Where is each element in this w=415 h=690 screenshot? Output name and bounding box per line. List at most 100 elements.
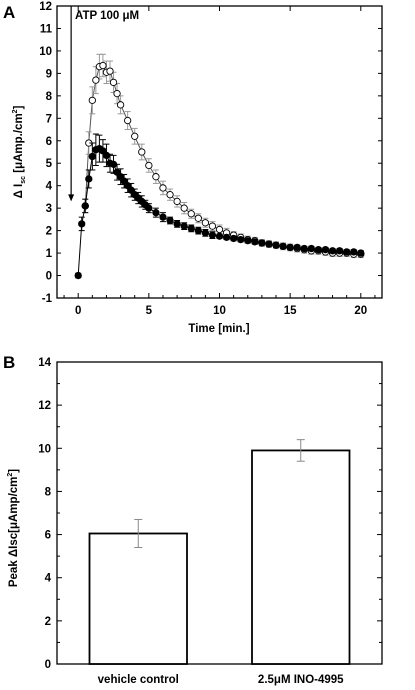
series-2-point (145, 204, 153, 212)
series-2-point (321, 246, 330, 254)
series-2-point (215, 232, 224, 240)
panel-b-y-tick-label: 6 (45, 530, 51, 542)
series-2-point (166, 216, 174, 225)
series-2-point (251, 238, 259, 246)
series-2-point (258, 239, 266, 247)
series-2-point (194, 226, 202, 235)
series-2-point (293, 243, 301, 252)
panel-a-y-tick-label: 10 (39, 46, 52, 58)
panel-a-y-tick-label: 3 (46, 203, 52, 215)
panel-a-y-tick-label: 11 (40, 23, 53, 35)
atp-arrow-head (68, 194, 75, 202)
panel-a-y-tick-label: 4 (46, 181, 53, 193)
series-2-point (300, 244, 308, 253)
panel-b-y-axis-title: Peak ΔIsc[μAmp/cm2] (7, 469, 20, 587)
panel-b-y-tick-label: 2 (45, 616, 51, 628)
series-2-point (286, 243, 294, 252)
series-1-point (131, 132, 139, 140)
series-2-point (152, 208, 160, 217)
series-2-point (102, 151, 111, 160)
panel-a-x-tick-label: 20 (354, 305, 367, 317)
series-2-point (229, 234, 238, 243)
series-2-point (328, 247, 337, 255)
series-1-point (194, 214, 202, 222)
panel-a-x-axis-title: Time [min.] (188, 323, 249, 335)
panel-b-label: B (3, 353, 15, 372)
series-2-point (350, 248, 358, 256)
series-2-point (88, 152, 96, 161)
panel-a-y-tick-label: 8 (46, 91, 53, 103)
series-2-point (74, 271, 82, 280)
panel-a-y-tick-label: 0 (46, 271, 52, 283)
series-1-point (106, 67, 114, 75)
panel-a-x-axis: 0 5 10 15 20 (63, 6, 376, 317)
atp-annotation: ATP 100 μM (68, 6, 139, 202)
series-2-point (335, 247, 344, 255)
series-1 (81, 53, 365, 259)
series-1-point (159, 184, 167, 192)
series-2-point (159, 213, 167, 221)
panel-a-x-tick-label: 10 (213, 305, 226, 317)
panel-a-x-tick-label: 5 (146, 305, 153, 317)
series-2-point (201, 229, 210, 237)
panel-b: B 0 2 4 6 8 10 12 14 vehicle control 2.5μM INO-4… (3, 353, 383, 686)
panel-a-data-series (74, 53, 365, 280)
series-2-point (78, 220, 86, 228)
series-1-point (138, 148, 146, 156)
panel-a-y-tick-label: -1 (42, 293, 53, 305)
panel-b-y-tick-label: 8 (45, 486, 52, 498)
panel-a-y-tick-label: 6 (46, 136, 52, 148)
panel-a-y-tick-label: 1 (46, 248, 53, 260)
series-1-point (109, 78, 118, 87)
series-1-point (113, 89, 121, 98)
series-2-line (77, 148, 361, 276)
series-1-point (187, 210, 195, 218)
series-1-point (180, 204, 188, 212)
bar-2 (251, 449, 351, 665)
series-1-point (152, 173, 160, 181)
series-1-point (124, 116, 132, 125)
series-2-point (343, 248, 351, 256)
series-1-point (208, 222, 217, 230)
series-1-point (173, 197, 181, 206)
series-2-point (187, 224, 195, 233)
series-2-point (244, 237, 252, 245)
category-label: vehicle control (98, 674, 179, 686)
panel-a-y-tick-label: 7 (46, 113, 52, 125)
series-1-point (116, 101, 125, 109)
series-1-point (166, 191, 174, 199)
series-1-line (84, 64, 361, 255)
series-2-point (85, 175, 93, 183)
series-1-point (201, 219, 210, 227)
panel-a-label: A (3, 3, 15, 22)
series-1-point (92, 76, 100, 84)
series-2-point (109, 160, 118, 169)
series-2-point (314, 246, 323, 254)
series-2-point (279, 242, 287, 250)
panel-a-y-tick-label: 2 (46, 226, 52, 238)
panel-a-y-axis-title: Δ Isc [μAmp./cm2] (12, 105, 27, 198)
series-2-point (180, 222, 188, 230)
series-1-point (215, 225, 224, 234)
series-2 (74, 133, 365, 280)
series-2-point (173, 220, 181, 228)
panel-a-x-tick-label: 0 (75, 305, 81, 317)
panel-b-y-tick-label: 0 (45, 659, 51, 671)
series-2-point (222, 233, 231, 242)
series-2-point (265, 240, 273, 248)
series-2-point (307, 244, 315, 253)
series-2-point (272, 241, 280, 249)
panel-a-y-tick-label: 12 (39, 1, 52, 13)
panel-b-y-tick-label: 14 (38, 357, 51, 369)
series-1-point (88, 96, 96, 104)
panel-b-y-tick-label: 10 (38, 443, 51, 455)
panel-b-x-axis: vehicle control 2.5μM INO-4995 (98, 674, 345, 686)
category-label: 2.5μM INO-4995 (258, 674, 344, 686)
series-2-point (237, 235, 245, 244)
panel-b-y-tick-label: 4 (45, 573, 52, 585)
series-1-point (145, 161, 153, 170)
atp-annotation-label: ATP 100 μM (75, 10, 139, 22)
